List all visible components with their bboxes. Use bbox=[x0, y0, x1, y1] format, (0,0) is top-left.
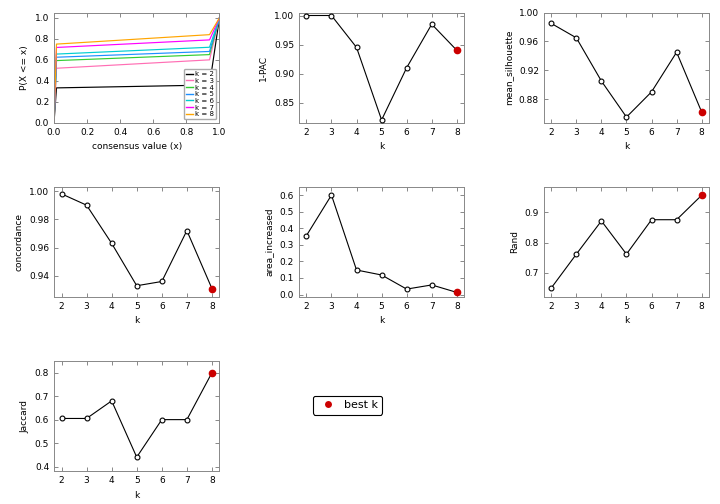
X-axis label: k: k bbox=[379, 317, 384, 326]
X-axis label: k: k bbox=[134, 317, 140, 326]
X-axis label: consensus value (x): consensus value (x) bbox=[91, 142, 182, 151]
X-axis label: k: k bbox=[379, 142, 384, 151]
Y-axis label: Jaccard: Jaccard bbox=[20, 400, 30, 432]
Legend: k = 2, k = 3, k = 4, k = 5, k = 6, k = 7, k = 8: k = 2, k = 3, k = 4, k = 5, k = 6, k = 7… bbox=[184, 69, 216, 119]
Y-axis label: 1-PAC: 1-PAC bbox=[259, 55, 269, 81]
Y-axis label: area_increased: area_increased bbox=[265, 208, 274, 276]
X-axis label: k: k bbox=[624, 142, 629, 151]
Y-axis label: Rand: Rand bbox=[510, 230, 519, 254]
Legend: best k: best k bbox=[312, 396, 382, 414]
X-axis label: k: k bbox=[624, 317, 629, 326]
Y-axis label: P(X <= x): P(X <= x) bbox=[20, 45, 30, 90]
Y-axis label: mean_silhouette: mean_silhouette bbox=[504, 30, 513, 105]
X-axis label: k: k bbox=[134, 491, 140, 499]
Y-axis label: concordance: concordance bbox=[14, 213, 24, 271]
